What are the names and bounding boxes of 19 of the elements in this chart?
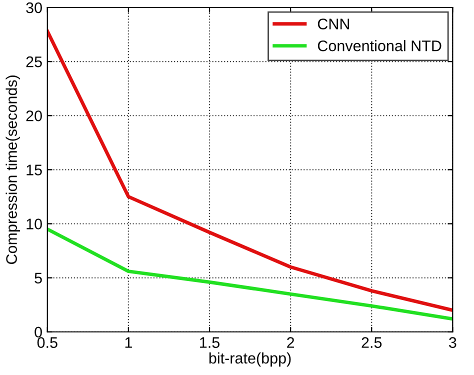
x-tick-label: 3 bbox=[449, 337, 456, 348]
y-tick-label: 30 bbox=[26, 2, 42, 14]
y-tick-label: 15 bbox=[26, 164, 42, 176]
y-tick-label: 20 bbox=[26, 110, 42, 122]
y-tick-label: 10 bbox=[26, 218, 42, 230]
y-tick-label: 5 bbox=[34, 272, 42, 284]
y-axis-title: Compression time(seconds) bbox=[6, 76, 20, 264]
line-series bbox=[47, 227, 453, 321]
x-axis-title: bit-rate(bpp) bbox=[209, 352, 291, 367]
legend-label: CNN bbox=[318, 18, 350, 30]
x-tick-label: 0.5 bbox=[37, 337, 58, 348]
y-tick-label: 0 bbox=[34, 326, 42, 338]
x-tick-label: 1.5 bbox=[200, 337, 220, 348]
legend-label: Conventional NTD bbox=[318, 40, 442, 52]
x-tick-label: 1 bbox=[125, 337, 132, 348]
x-tick-label: 2 bbox=[287, 337, 294, 348]
x-tick-label: 2.5 bbox=[362, 337, 382, 348]
y-tick-label: 25 bbox=[26, 56, 42, 68]
line-series bbox=[47, 30, 453, 312]
